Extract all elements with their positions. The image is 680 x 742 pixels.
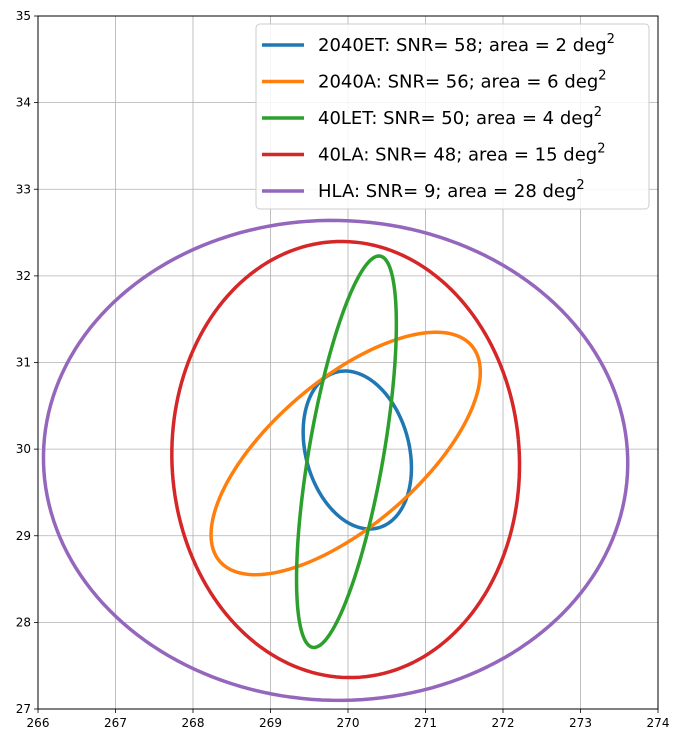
legend-label-superscript: 2 — [607, 32, 615, 47]
legend-label-5: HLA: SNR= 9; area = 28 deg2 — [318, 178, 585, 202]
legend-box — [255, 23, 650, 210]
x-tick-label: 266 — [27, 716, 50, 730]
x-tick-label: 274 — [647, 716, 670, 730]
x-tick-label: 271 — [414, 716, 437, 730]
legend-label-superscript: 2 — [597, 142, 605, 157]
series-curves — [41, 218, 630, 703]
legend-label-text: 2040A: SNR= 56; area = 6 deg — [318, 72, 598, 93]
legend-label-2: 2040A: SNR= 56; area = 6 deg2 — [318, 69, 607, 93]
x-tick-label: 268 — [182, 716, 205, 730]
series-curve-5 — [41, 218, 630, 703]
y-tick-label: 31 — [16, 356, 31, 370]
x-tick-label: 270 — [337, 716, 360, 730]
y-tick-label: 28 — [16, 615, 31, 629]
y-tick-label: 35 — [16, 9, 31, 23]
y-tick-label: 32 — [16, 269, 31, 283]
x-tick-label: 273 — [569, 716, 592, 730]
legend-label-4: 40LA: SNR= 48; area = 15 deg2 — [318, 142, 606, 166]
legend-label-text: HLA: SNR= 9; area = 28 deg — [318, 181, 576, 202]
legend-label-text: 40LA: SNR= 48; area = 15 deg — [318, 145, 597, 166]
legend-label-1: 2040ET: SNR= 58; area = 2 deg2 — [318, 32, 615, 56]
legend-label-superscript: 2 — [576, 178, 584, 193]
y-tick-label: 29 — [16, 529, 31, 543]
x-tick-label: 272 — [492, 716, 515, 730]
x-tick-label: 269 — [259, 716, 282, 730]
y-axis-ticks: 27 28 29 30 31 32 33 34 35 — [16, 9, 38, 716]
series-curve-3 — [294, 254, 399, 650]
legend-label-3: 40LET: SNR= 50; area = 4 deg2 — [318, 105, 602, 129]
x-axis-ticks: 266 267 268 269 270 271 272 273 274 — [27, 709, 670, 730]
series-curve-4 — [170, 239, 522, 680]
legend-label-superscript: 2 — [598, 69, 606, 84]
legend-label-text: 2040ET: SNR= 58; area = 2 deg — [318, 35, 607, 56]
legend-label-superscript: 2 — [594, 105, 602, 120]
legend-label-text: 40LET: SNR= 50; area = 4 deg — [318, 108, 594, 129]
x-tick-label: 267 — [104, 716, 127, 730]
y-tick-label: 34 — [16, 96, 31, 110]
y-tick-label: 27 — [16, 702, 31, 716]
series-curve-2 — [209, 330, 483, 577]
series-curve-1 — [301, 369, 414, 531]
y-tick-label: 33 — [16, 182, 31, 196]
y-tick-label: 30 — [16, 442, 31, 456]
